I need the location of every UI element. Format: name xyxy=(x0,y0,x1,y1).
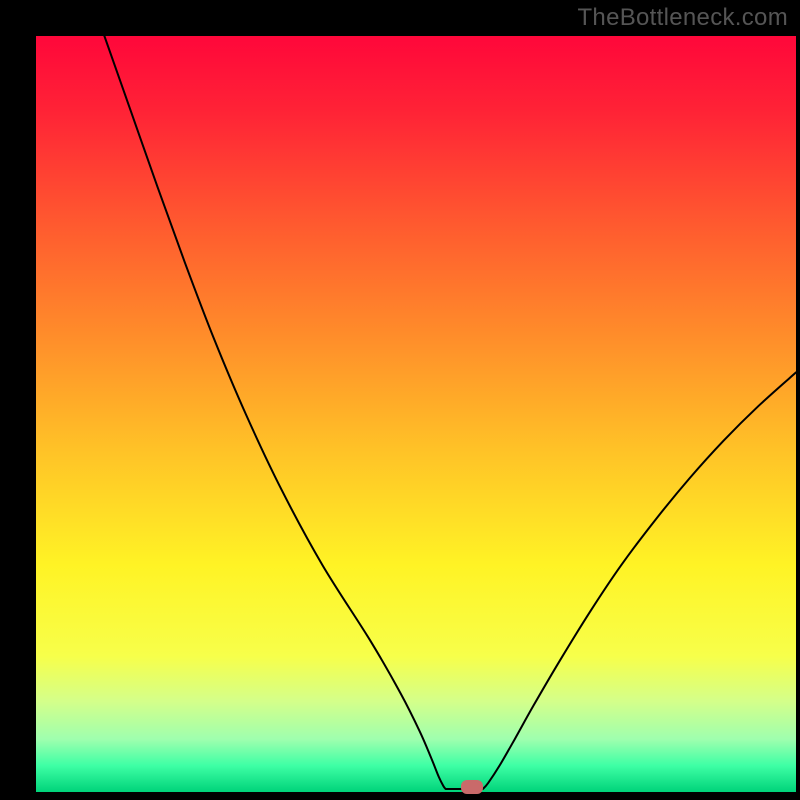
watermark-text: TheBottleneck.com xyxy=(577,4,788,32)
plot-area xyxy=(36,36,796,792)
chart-background xyxy=(36,36,796,792)
optimal-marker xyxy=(461,780,483,794)
chart-svg xyxy=(36,36,796,792)
